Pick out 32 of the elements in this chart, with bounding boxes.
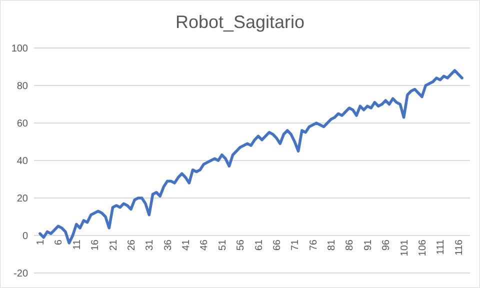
y-tick-label: 100: [11, 44, 28, 54]
x-tick-label: 111: [436, 239, 447, 255]
y-tick-label: -20: [14, 268, 28, 280]
x-tick-label: 116: [454, 239, 465, 256]
x-tick-label: 56: [236, 239, 247, 251]
x-tick-label: 26: [126, 239, 138, 251]
x-tick-label: 71: [290, 239, 302, 251]
y-tick-label: 0: [22, 231, 28, 242]
x-tick-label: 21: [108, 239, 120, 251]
x-tick-label: 51: [217, 239, 228, 251]
x-tick-label: 91: [362, 239, 374, 251]
x-tick-label: 46: [199, 239, 210, 251]
x-tick-label: 76: [308, 239, 320, 251]
x-tick-label: 81: [326, 239, 338, 251]
x-tick-label: 101: [399, 239, 410, 256]
x-tick-label: 61: [254, 239, 265, 251]
y-tick-label: 20: [16, 194, 28, 204]
x-tick-label: 86: [344, 239, 356, 251]
y-tick-label: 40: [16, 156, 28, 167]
x-tick-label: 96: [381, 239, 392, 251]
chart-title: Robot_Sagitario: [175, 12, 305, 32]
y-tick-label: 80: [16, 81, 28, 92]
y-tick-label: 60: [16, 118, 28, 130]
x-tick-label: 31: [144, 239, 156, 251]
x-tick-label: 36: [162, 239, 174, 251]
x-tick-label: 11: [72, 239, 83, 250]
x-tick-label: 41: [181, 239, 192, 251]
x-tick-label: 106: [417, 239, 428, 256]
x-tick-label: 6: [54, 239, 65, 246]
x-tick-label: 16: [90, 239, 102, 251]
x-tick-label: 1: [36, 239, 46, 246]
x-tick-label: 66: [272, 239, 283, 251]
